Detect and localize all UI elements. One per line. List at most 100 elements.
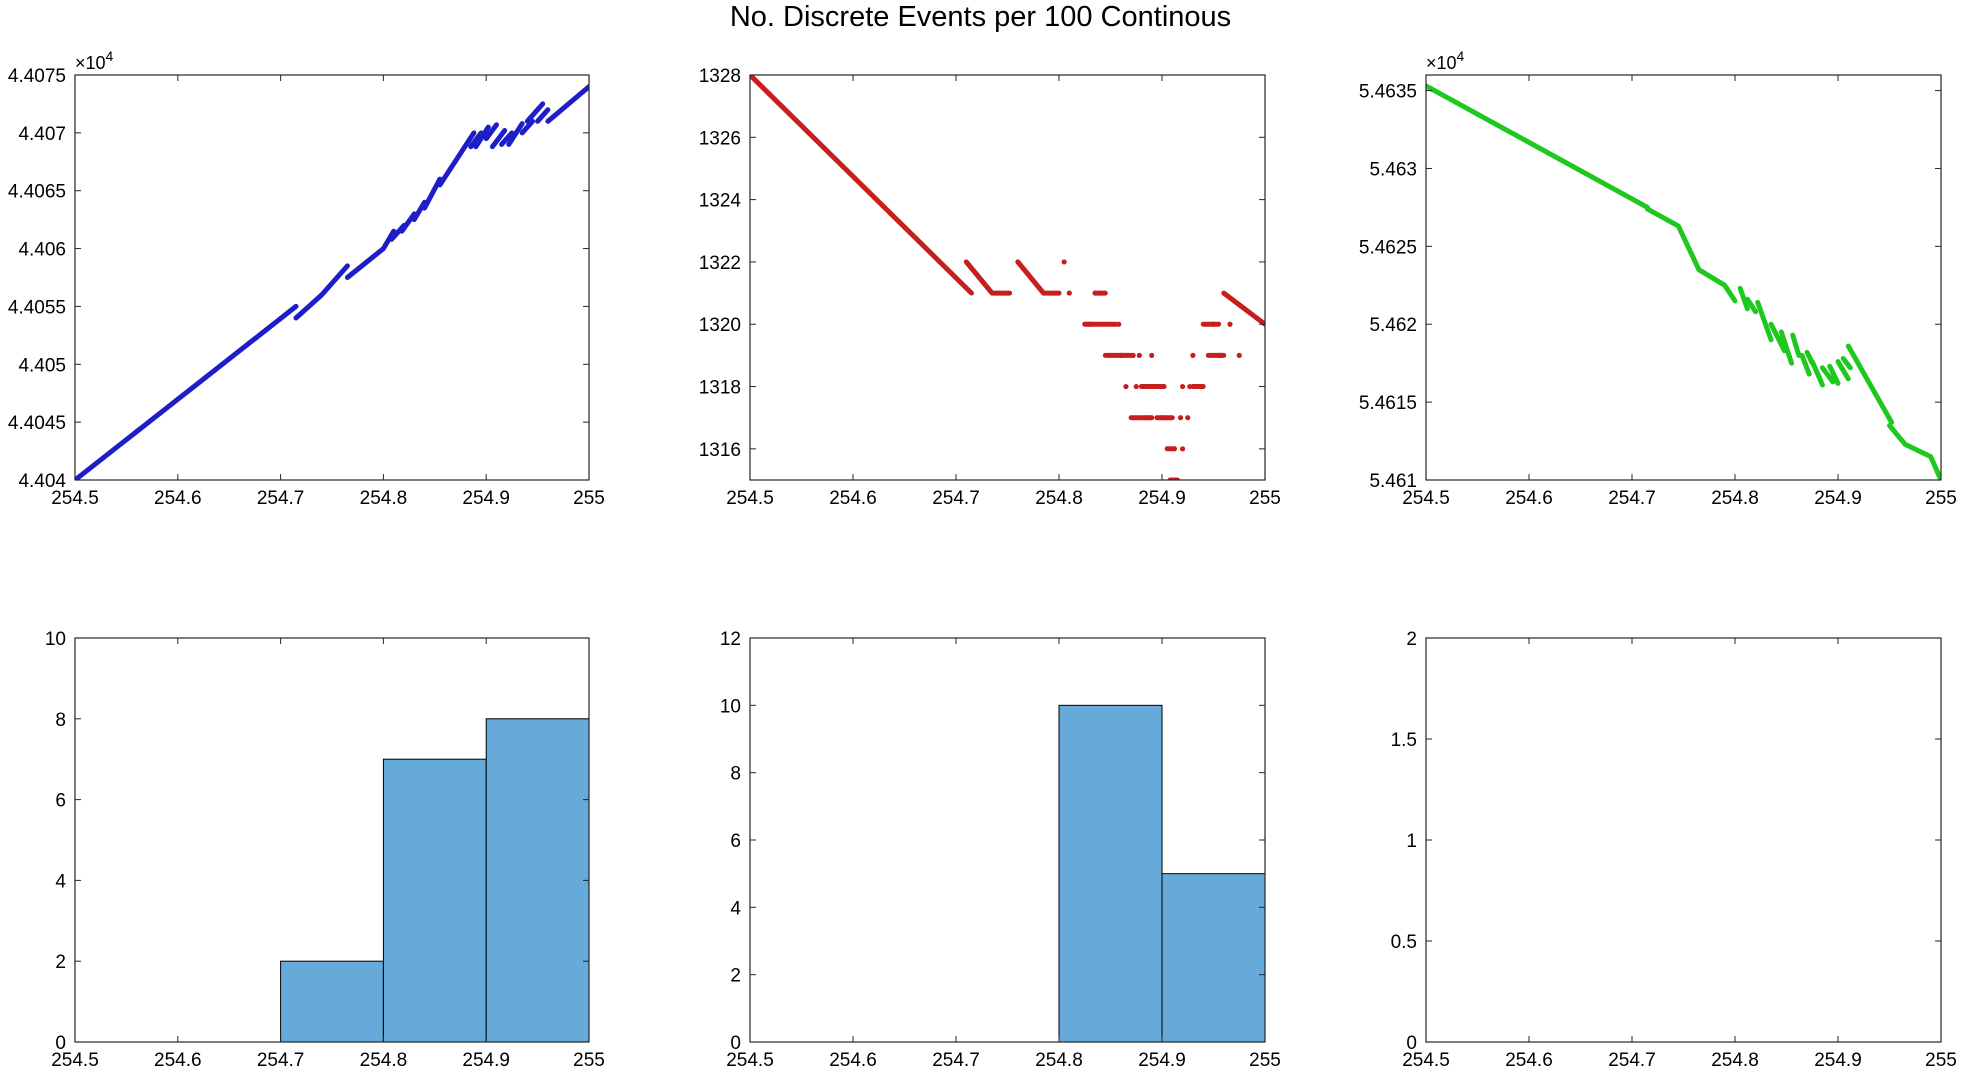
series-line-segment xyxy=(963,259,1013,296)
y-tick-label: 5.4615 xyxy=(1359,393,1417,414)
histogram-bar xyxy=(1058,704,1163,1042)
histogram-bar xyxy=(382,758,487,1042)
data-point xyxy=(1180,446,1186,452)
series-line-segment xyxy=(437,130,477,188)
y-tick-label: 2 xyxy=(55,952,66,973)
data-point xyxy=(1092,290,1098,296)
y-tick-label: 5.4635 xyxy=(1359,82,1417,103)
x-tick-label: 254.9 xyxy=(1814,488,1862,509)
x-tick-label: 254.6 xyxy=(1505,1050,1553,1071)
x-tick-label: 254.8 xyxy=(360,1050,408,1071)
x-tick-label: 254.6 xyxy=(154,488,202,509)
x-tick-label: 254.8 xyxy=(1035,1050,1083,1071)
data-layer xyxy=(1426,83,1941,480)
y-tick-label: 0 xyxy=(730,1033,741,1054)
series-line-segment xyxy=(1835,359,1851,382)
y-tick-label: 1328 xyxy=(699,66,741,87)
series-line-segment xyxy=(1755,299,1774,343)
series-line-segment xyxy=(524,101,546,124)
data-point xyxy=(1227,321,1233,327)
histogram-bar xyxy=(485,718,589,1042)
data-layer xyxy=(1058,704,1265,1042)
x-tick-label: 255 xyxy=(573,488,605,509)
y-tick-label: 10 xyxy=(720,696,741,717)
x-tick-label: 254.6 xyxy=(829,1050,877,1071)
series-line-segment xyxy=(545,84,589,124)
y-exponent-label: ×104 xyxy=(75,48,114,73)
series-line-segment xyxy=(1809,359,1825,388)
axes-frame xyxy=(74,74,590,481)
data-point xyxy=(1171,446,1177,452)
x-tick-label: 254.9 xyxy=(462,488,510,509)
x-tick-label: 255 xyxy=(1249,488,1281,509)
y-tick-label: 2 xyxy=(730,966,741,987)
axes-bottom-left-histogram: 254.5 254.6 254.7 254.8 254.9 255 0 2 4 6 8 10 xyxy=(45,629,605,1071)
series-line-segment xyxy=(293,263,350,321)
y-tick-label: 1320 xyxy=(699,315,741,336)
series-line-segment xyxy=(473,124,491,150)
x-tick-label: 255 xyxy=(573,1050,605,1071)
y-tick-label: 4.406 xyxy=(18,240,66,261)
y-tick-label: 1322 xyxy=(699,253,741,274)
y-tick-label: 4.4055 xyxy=(8,297,66,318)
x-tick-label: 254.6 xyxy=(829,488,877,509)
y-tick-label: 1324 xyxy=(699,191,742,212)
axes-frame xyxy=(74,637,590,1043)
series-line-segment xyxy=(506,121,525,147)
data-point xyxy=(1187,383,1193,390)
figure-title: No. Discrete Events per 100 Continous xyxy=(729,1,1232,33)
x-tick-label: 254.5 xyxy=(1402,488,1450,509)
data-point xyxy=(1097,290,1103,296)
y-tick-label: 0.5 xyxy=(1391,932,1417,953)
x-tick-label: 254.9 xyxy=(1138,488,1186,509)
x-tick-label: 254.8 xyxy=(1711,1050,1759,1071)
data-point xyxy=(1147,383,1153,390)
plot-area xyxy=(750,75,1265,480)
series-line-segment xyxy=(750,75,974,296)
y-tick-label: 1 xyxy=(1406,831,1417,852)
series-line-segment xyxy=(499,130,515,147)
y-tick-label: 1318 xyxy=(699,378,741,399)
y-tick-label: 4.4065 xyxy=(8,182,66,203)
series-line-segment xyxy=(468,130,484,150)
data-point xyxy=(1136,352,1142,358)
x-tick-label: 254.7 xyxy=(257,488,305,509)
plot-area xyxy=(1426,638,1941,1042)
data-layer xyxy=(280,718,589,1042)
y-tick-label: 1.5 xyxy=(1391,730,1417,751)
x-tick-label: 254.5 xyxy=(726,1050,774,1071)
series-line-segment xyxy=(535,107,551,124)
x-tick-label: 254.9 xyxy=(462,1050,510,1071)
y-tick-label: 6 xyxy=(55,791,66,812)
series-line-segment xyxy=(1820,365,1836,385)
series-line-segment xyxy=(1778,329,1795,366)
axes-top-left-line-chart: 254.5 254.6 254.7 254.8 254.9 255 4.404 4.4045 4… xyxy=(8,48,605,509)
data-point xyxy=(1167,477,1173,480)
y-tick-label: 2 xyxy=(1406,629,1417,650)
y-tick-label: 4.4045 xyxy=(8,413,66,434)
data-point xyxy=(1149,352,1155,358)
data-point xyxy=(1118,352,1124,358)
y-tick-label: 1316 xyxy=(699,440,741,461)
x-tick-label: 254.6 xyxy=(1505,488,1553,509)
series-line-segment xyxy=(1221,290,1265,327)
data-layer xyxy=(750,75,1265,480)
axes-bottom-middle-histogram: 254.5 254.6 254.7 254.8 254.9 255 0 2 4 6 8 10 12 xyxy=(720,629,1281,1071)
data-point xyxy=(1217,352,1223,358)
x-tick-label: 254.8 xyxy=(1711,488,1759,509)
y-tick-label: 10 xyxy=(45,629,66,650)
series-line-segment xyxy=(344,228,397,280)
series-line-segment xyxy=(1015,259,1062,296)
series-line-segment xyxy=(1737,285,1750,312)
series-line-segment xyxy=(1845,343,1895,425)
histogram-bar xyxy=(280,960,384,1042)
x-tick-label: 254.8 xyxy=(360,488,408,509)
y-tick-label: 1326 xyxy=(699,128,741,149)
y-tick-label: 4.407 xyxy=(18,124,66,145)
x-tick-label: 254.7 xyxy=(932,1050,980,1071)
y-tick-label: 4.405 xyxy=(18,355,66,376)
y-tick-label: 0 xyxy=(1406,1033,1417,1054)
x-tick-label: 254.6 xyxy=(154,1050,202,1071)
data-point xyxy=(1190,352,1196,358)
